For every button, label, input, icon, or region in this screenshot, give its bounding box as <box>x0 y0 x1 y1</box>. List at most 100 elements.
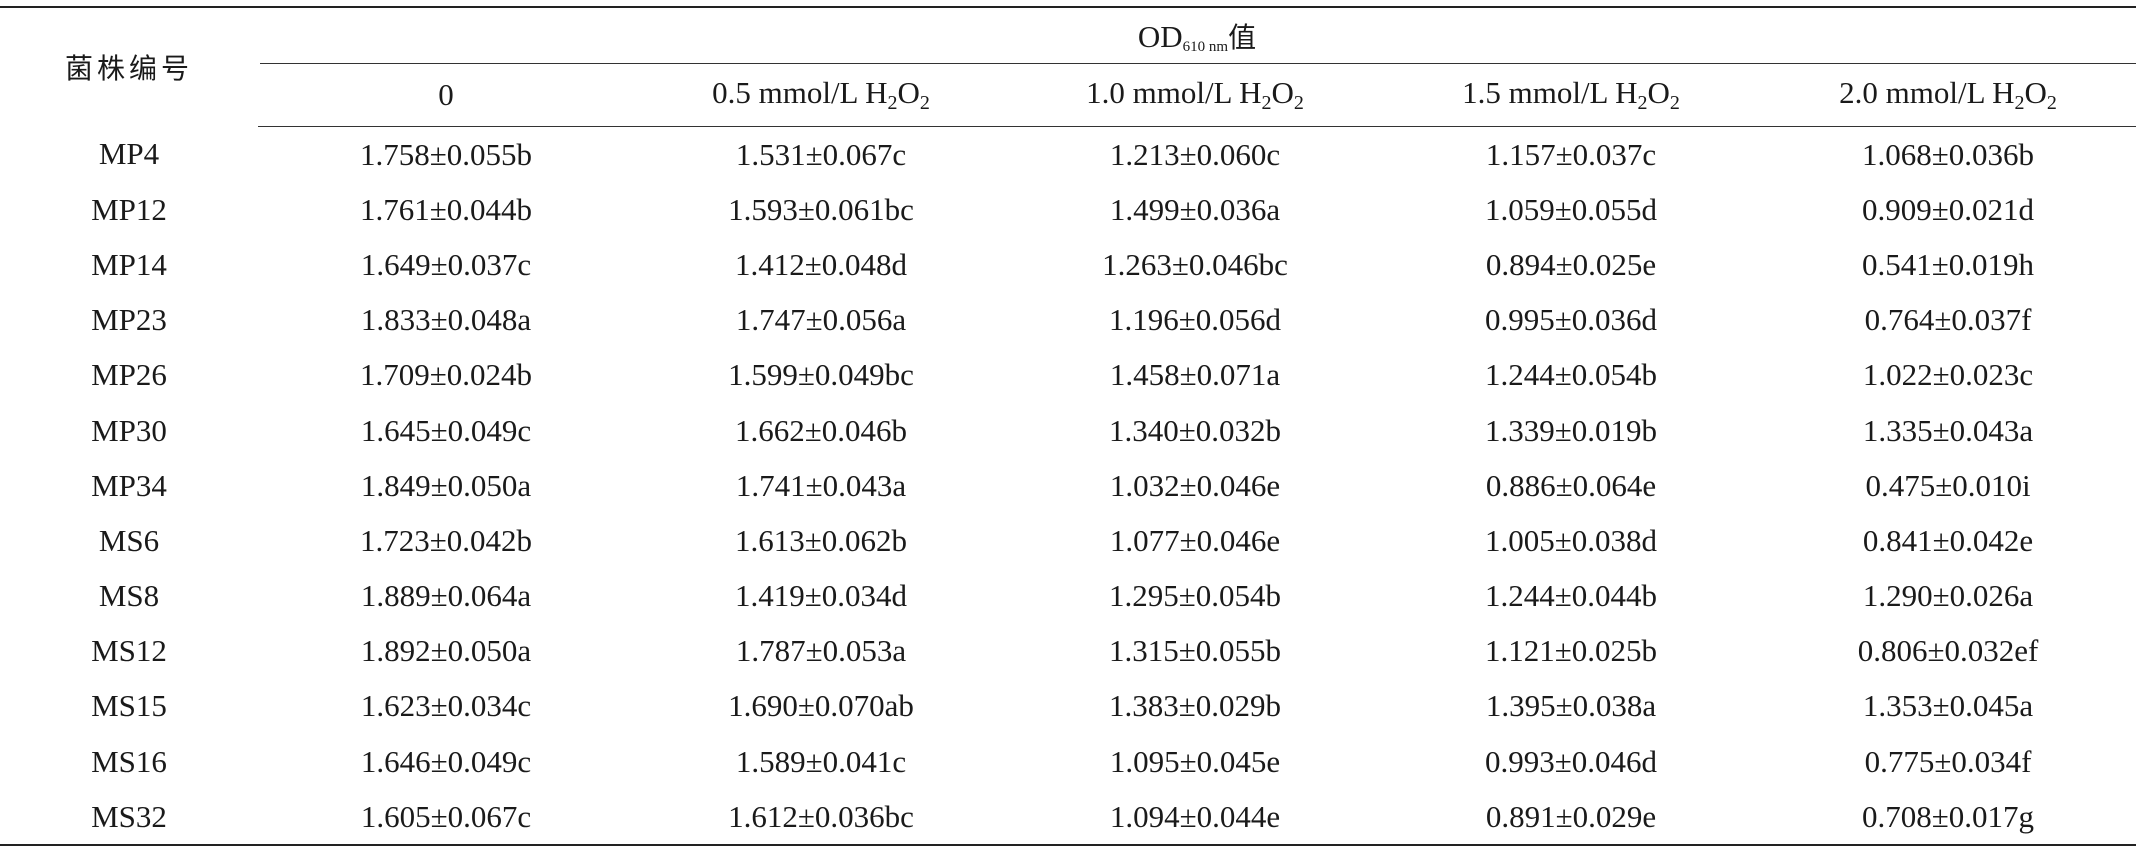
od-value-cell: 1.315±0.055b <box>1108 633 1281 669</box>
od-value-cell: 1.758±0.055b <box>359 136 532 172</box>
strain-id-cell: MP14 <box>91 246 167 282</box>
column-header-subscript: 2 <box>919 92 930 114</box>
strain-id-cell: MS6 <box>98 522 160 558</box>
od-value-cell: 1.747±0.056a <box>735 302 907 338</box>
od-value-cell: 1.335±0.043a <box>1862 412 2034 448</box>
table-row: MS6 1.723±0.042b 1.613±0.062b 1.077±0.046e 1… <box>0 513 2136 568</box>
column-header-element: O <box>2024 75 2047 110</box>
strain-id-header: 菌株编号 <box>0 6 258 127</box>
od-value-cell: 1.709±0.024b <box>359 357 532 393</box>
column-header-4: 2.0 mmol/L H2O2 <box>1760 64 2137 127</box>
od-value-cell: 1.295±0.054b <box>1108 578 1281 614</box>
table-row: MP30 1.645±0.049c 1.662±0.046b 1.340±0.032b… <box>0 403 2136 458</box>
column-header-2: 1.0 mmol/L H2O2 <box>1008 64 1382 127</box>
od-wavelength-subscript: 610 nm <box>1182 39 1229 55</box>
od-value-cell: 1.623±0.034c <box>360 688 532 724</box>
od-value-cell: 1.244±0.054b <box>1484 357 1657 393</box>
column-header-subscript: 2 <box>1293 92 1304 114</box>
column-header-element: O <box>897 75 920 110</box>
strain-id-cell: MP23 <box>91 302 167 338</box>
od-value-cell: 0.909±0.021d <box>1862 191 2035 227</box>
od-value-cell: 1.412±0.048d <box>734 246 907 282</box>
od-value-cell: 0.891±0.029e <box>1382 789 1760 847</box>
od-value-cell: 0.841±0.042e <box>1862 522 2034 558</box>
table-row: MP14 1.649±0.037c 1.412±0.048d 1.263±0.046b… <box>0 237 2136 292</box>
column-header-3: 1.5 mmol/L H2O2 <box>1382 64 1760 127</box>
table-row: MP4 1.758±0.055b 1.531±0.067c 1.213±0.060c 1… <box>0 127 2136 183</box>
od-value-cell: 1.263±0.046bc <box>1102 246 1288 282</box>
od-value-cell: 0.475±0.010i <box>1865 467 2031 503</box>
column-header-prefix: 1.5 mmol/L H <box>1462 75 1638 110</box>
od-value-cell: 1.613±0.062b <box>734 522 907 558</box>
od-value-cell: 1.157±0.037c <box>1485 136 1657 172</box>
od-value-cell: 1.499±0.036a <box>1109 191 1281 227</box>
strain-id-header-label: 菌株编号 <box>64 52 193 86</box>
od-value-cell: 0.541±0.019h <box>1862 246 2035 282</box>
od-value-cell: 1.612±0.036bc <box>634 789 1008 847</box>
od-value-cell: 1.213±0.060c <box>1109 136 1281 172</box>
od-value-cell: 1.593±0.061bc <box>728 191 914 227</box>
column-header-subscript: 2 <box>1261 92 1272 114</box>
od-value-cell: 1.741±0.043a <box>735 467 907 503</box>
od-value-cell: 1.419±0.034d <box>734 578 907 614</box>
od-value-cell: 1.094±0.044e <box>1008 789 1382 847</box>
strain-id-cell: MP4 <box>98 136 160 172</box>
table-row: MS15 1.623±0.034c 1.690±0.070ab 1.383±0.029… <box>0 679 2136 734</box>
od-value-cell: 1.340±0.032b <box>1108 412 1281 448</box>
od-value-table: 菌株编号 OD610 nm值 0 0.5 mmol/L H2O2 1.0 mmol/… <box>0 6 2137 847</box>
column-header-prefix: 0.5 mmol/L H <box>712 75 888 110</box>
od-value-cell: 1.244±0.044b <box>1484 578 1657 614</box>
column-header-prefix: 2.0 mmol/L H <box>1839 75 2015 110</box>
strain-id-cell: MP30 <box>91 412 167 448</box>
od-value-cell: 1.383±0.029b <box>1108 688 1281 724</box>
od-value-cell: 1.599±0.049bc <box>728 357 914 393</box>
od-value-cell: 1.646±0.049c <box>360 743 532 779</box>
column-header-element: O <box>1647 75 1670 110</box>
od-value-cell: 1.605±0.067c <box>258 789 634 847</box>
od-value-cell: 1.892±0.050a <box>360 633 532 669</box>
table-header: 菌株编号 OD610 nm值 0 0.5 mmol/L H2O2 1.0 mmol/… <box>0 6 2137 127</box>
od-value-cell: 1.022±0.023c <box>1862 357 2034 393</box>
od-value-cell: 1.095±0.045e <box>1109 743 1281 779</box>
table-row: MP23 1.833±0.048a 1.747±0.056a 1.196±0.056d… <box>0 293 2136 348</box>
od-value-cell: 1.353±0.045a <box>1862 688 2034 724</box>
od-value-cell: 1.290±0.026a <box>1862 578 2034 614</box>
table-row: MS8 1.889±0.064a 1.419±0.034d 1.295±0.054b 1… <box>0 569 2136 624</box>
od-value-cell: 1.761±0.044b <box>359 191 532 227</box>
column-header-subscript: 2 <box>2014 92 2025 114</box>
strain-id-cell: MS8 <box>98 578 160 614</box>
od-value-cell: 1.690±0.070ab <box>728 688 914 724</box>
od-value-cell: 1.032±0.046e <box>1109 467 1281 503</box>
column-header-row: 0 0.5 mmol/L H2O2 1.0 mmol/L H2O2 1.5 mmol/… <box>0 64 2137 127</box>
table-row: MS16 1.646±0.049c 1.589±0.041c 1.095±0.045e… <box>0 734 2136 789</box>
od-value-cell: 1.059±0.055d <box>1484 191 1657 227</box>
column-header-0: 0 <box>258 64 634 127</box>
table-row: MP26 1.709±0.024b 1.599±0.049bc 1.458±0.071… <box>0 348 2136 403</box>
od-value-cell: 1.723±0.042b <box>359 522 532 558</box>
od-value-cell: 0.708±0.017g <box>1760 789 2137 847</box>
od-value-cell: 1.531±0.067c <box>735 136 907 172</box>
od-value-cell: 1.889±0.064a <box>360 578 532 614</box>
od-value-cell: 1.077±0.046e <box>1109 522 1281 558</box>
column-header-1: 0.5 mmol/L H2O2 <box>634 64 1008 127</box>
od-value-cell: 1.458±0.071a <box>1109 357 1281 393</box>
od-value-cell: 1.395±0.038a <box>1485 688 1657 724</box>
group-header-rule <box>260 63 2137 64</box>
od-group-header: OD610 nm值 <box>258 6 2137 64</box>
strain-id-cell: MS12 <box>91 633 167 669</box>
od-value-cell: 0.894±0.025e <box>1485 246 1657 282</box>
strain-id-cell: MS15 <box>91 688 167 724</box>
od-value-suffix: 值 <box>1228 21 1257 54</box>
strain-id-cell: MS32 <box>0 789 258 847</box>
od-value-cell: 1.645±0.049c <box>360 412 532 448</box>
table-row: MS12 1.892±0.050a 1.787±0.053a 1.315±0.055b… <box>0 624 2136 679</box>
od-value-cell: 0.764±0.037f <box>1864 302 2032 338</box>
column-header-subscript: 2 <box>887 92 898 114</box>
od-value-cell: 0.993±0.046d <box>1484 743 1657 779</box>
od-value-cell: 0.775±0.034f <box>1864 743 2032 779</box>
column-header-subscript: 2 <box>1669 92 1680 114</box>
column-header-element: O <box>1271 75 1294 110</box>
table-body: MP4 1.758±0.055b 1.531±0.067c 1.213±0.060c 1… <box>0 127 2137 847</box>
column-header-subscript: 2 <box>2046 92 2057 114</box>
od-value-cell: 1.196±0.056d <box>1108 302 1281 338</box>
